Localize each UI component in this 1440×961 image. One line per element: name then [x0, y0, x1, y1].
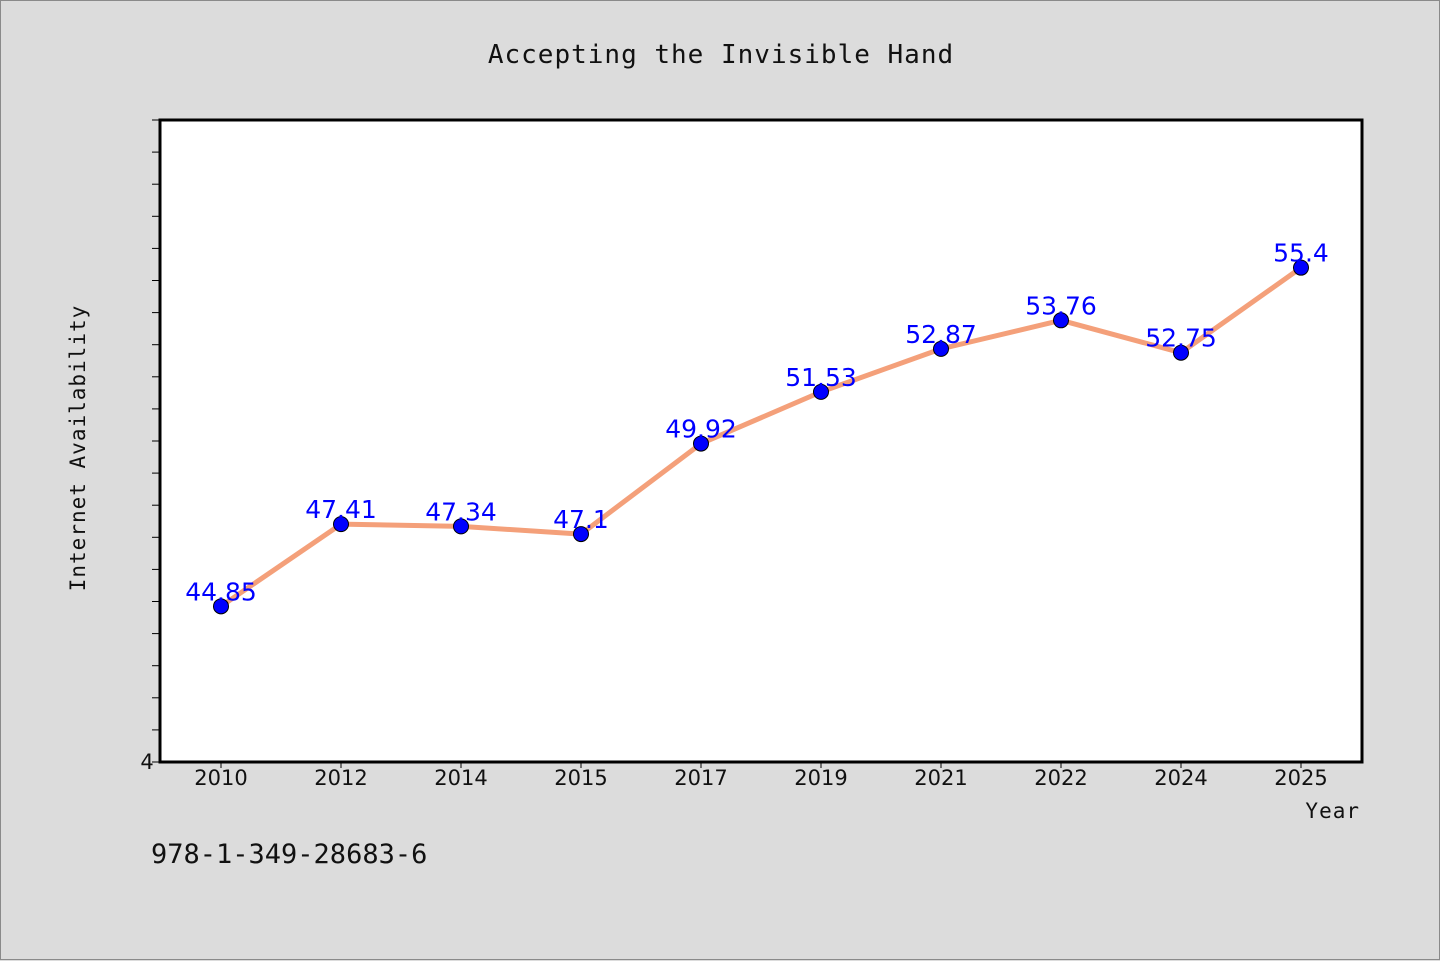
data-point: [813, 383, 829, 400]
footer-code: 978-1-349-28683-6: [151, 839, 427, 870]
data-label: 51.53: [785, 363, 857, 392]
x-tick-label: 2025: [1274, 766, 1327, 790]
x-tick-label: 2012: [314, 766, 367, 790]
data-point: [333, 516, 349, 533]
data-point: [1293, 259, 1309, 276]
data-point: [453, 518, 469, 535]
x-axis-title: Year: [1305, 799, 1360, 823]
data-labels-group: 44.85 47.41 47.34 47.1 49.92 51.53 52.87 53.76 5…: [185, 239, 1329, 607]
x-tick-label: 2010: [194, 766, 247, 790]
x-tick-label: 2015: [554, 766, 607, 790]
y-tick-label: 4: [140, 750, 153, 774]
x-tick-label: 2014: [434, 766, 487, 790]
data-point: [213, 598, 229, 615]
data-label: 47.41: [305, 495, 377, 524]
x-tick-label: 2024: [1154, 766, 1207, 790]
data-point: [933, 340, 949, 357]
data-label: 49.92: [665, 415, 737, 444]
data-point: [573, 526, 589, 543]
data-label: 55.4: [1273, 239, 1329, 268]
chart-title: Accepting the Invisible Hand: [488, 40, 954, 70]
data-label: 44.85: [185, 577, 257, 606]
y-axis-title: Internet Availability: [66, 305, 90, 592]
x-tick-label: 2017: [674, 766, 727, 790]
data-label: 52.75: [1145, 324, 1217, 353]
x-tick-label: 2019: [794, 766, 847, 790]
data-label: 47.1: [553, 505, 609, 534]
series-line: [218, 265, 1304, 609]
data-point: [1173, 344, 1189, 361]
x-tick-label: 2021: [914, 766, 967, 790]
x-axis: 2010 2012 2014 2015 2017 2019 2021 2022 2024 2025: [194, 762, 1328, 790]
series-line-group: [218, 265, 1304, 609]
data-label: 52.87: [905, 320, 977, 349]
data-point: [1053, 312, 1069, 329]
series-markers-group: [213, 259, 1309, 615]
plot-area: [158, 118, 1364, 764]
data-point: [693, 435, 709, 452]
data-label: 53.76: [1025, 291, 1097, 320]
data-label: 47.34: [425, 497, 497, 526]
x-tick-label: 2022: [1034, 766, 1087, 790]
y-axis: [152, 119, 160, 763]
